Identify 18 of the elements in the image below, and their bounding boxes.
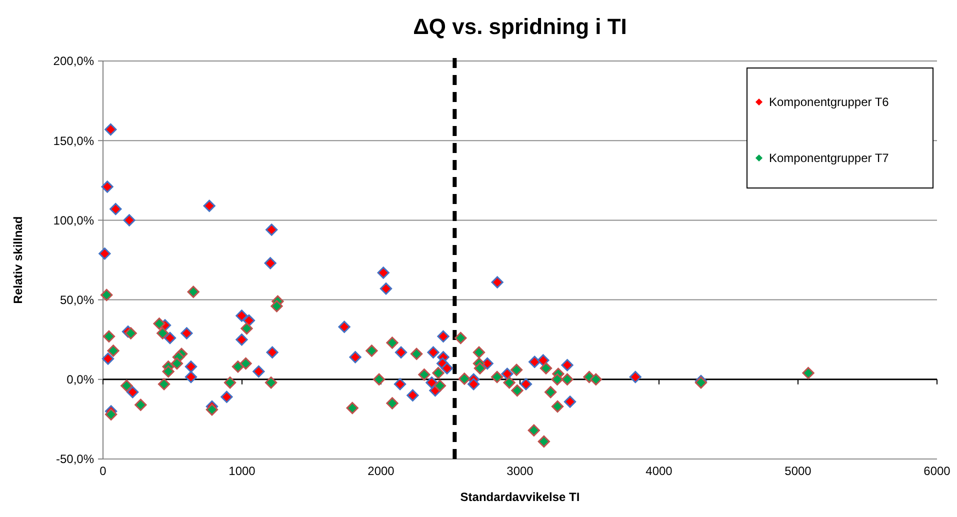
y-tick-label: 100,0% bbox=[53, 213, 94, 228]
y-tick-label: 50,0% bbox=[60, 293, 94, 307]
y-tick-label: 150,0% bbox=[53, 134, 94, 148]
legend-label: Komponentgrupper T6 bbox=[769, 95, 890, 110]
y-tick-label: -50,0% bbox=[56, 452, 94, 466]
x-tick-label: 2000 bbox=[368, 464, 395, 478]
chart-title: ΔQ vs. spridning i TI bbox=[413, 14, 627, 39]
y-axis-title: Relativ skillnad bbox=[11, 216, 25, 304]
x-tick-label: 3000 bbox=[506, 464, 534, 478]
x-tick-label: 0 bbox=[100, 464, 107, 478]
x-tick-label: 5000 bbox=[784, 464, 812, 478]
x-tick-label: 1000 bbox=[228, 464, 256, 478]
x-axis-title: Standardavvikelse TI bbox=[460, 490, 580, 504]
legend-label: Komponentgrupper T7 bbox=[769, 151, 890, 166]
x-tick-label: 6000 bbox=[924, 464, 951, 478]
x-tick-label: 4000 bbox=[646, 464, 673, 478]
y-tick-label: 0,0% bbox=[66, 372, 94, 387]
y-tick-label: 200,0% bbox=[53, 54, 94, 68]
